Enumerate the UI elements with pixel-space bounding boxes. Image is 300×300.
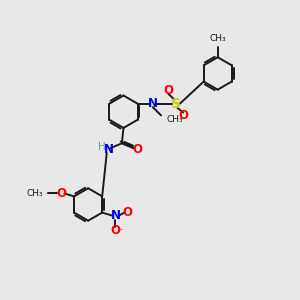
Text: N: N xyxy=(104,143,114,156)
Text: N: N xyxy=(148,97,158,110)
Text: O: O xyxy=(110,224,120,237)
Text: ⁻: ⁻ xyxy=(117,227,122,237)
Text: O: O xyxy=(56,187,66,200)
Text: CH₃: CH₃ xyxy=(26,189,43,198)
Text: S: S xyxy=(171,97,181,111)
Text: H: H xyxy=(98,142,106,152)
Text: O: O xyxy=(123,206,133,219)
Text: CH₃: CH₃ xyxy=(209,34,226,43)
Text: CH₃: CH₃ xyxy=(167,115,183,124)
Text: O: O xyxy=(164,84,173,97)
Text: N: N xyxy=(110,209,120,222)
Text: O: O xyxy=(132,143,142,156)
Text: O: O xyxy=(178,110,188,122)
